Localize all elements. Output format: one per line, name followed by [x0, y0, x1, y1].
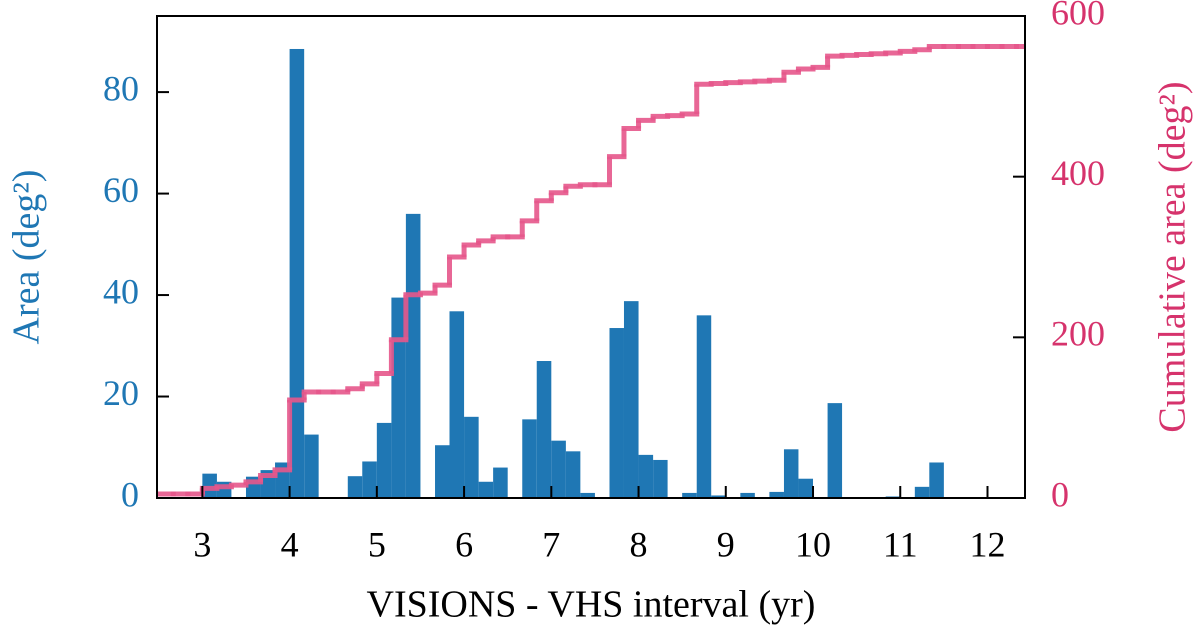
bar: [449, 311, 465, 498]
y-tick-label: 0: [121, 474, 139, 514]
bar: [289, 48, 305, 498]
y2-tick-label: 0: [1051, 474, 1069, 514]
bar: [580, 492, 595, 498]
bar: [405, 213, 421, 498]
bar: [376, 422, 392, 498]
y-tick-label: 60: [103, 170, 139, 210]
y2-tick-label: 400: [1051, 153, 1105, 193]
x-tick-label: 6: [455, 524, 473, 564]
bar: [304, 434, 319, 498]
bar: [711, 495, 726, 498]
plot-area: [157, 44, 1025, 498]
bar: [653, 459, 668, 498]
bar: [536, 361, 552, 498]
bar: [202, 473, 217, 498]
bar: [478, 481, 494, 498]
bar: [565, 451, 581, 498]
bar: [362, 461, 377, 498]
y-tick-label: 20: [103, 373, 139, 413]
bar: [696, 315, 712, 498]
bar: [551, 440, 566, 498]
x-tick-label: 3: [193, 524, 211, 564]
bar: [347, 476, 363, 498]
bar: [609, 328, 624, 498]
y-tick-label: 80: [103, 68, 139, 108]
x-tick-label: 10: [795, 524, 831, 564]
x-tick-label: 9: [717, 524, 735, 564]
x-tick-label: 8: [630, 524, 648, 564]
bar: [740, 492, 755, 498]
bar: [391, 297, 406, 498]
x-tick-label: 11: [883, 524, 918, 564]
bar: [914, 486, 930, 498]
bar: [623, 301, 639, 498]
y2-axis-label: Cumulative area (deg²): [1152, 81, 1194, 432]
x-tick-label: 4: [281, 524, 299, 564]
bar: [464, 416, 479, 498]
x-tick-label: 7: [542, 524, 560, 564]
x-tick-label: 5: [368, 524, 386, 564]
bar: [798, 478, 814, 498]
y2-tick-label: 600: [1051, 0, 1105, 32]
bar: [769, 491, 784, 498]
bar: [929, 462, 944, 498]
x-axis-label: VISIONS - VHS interval (yr): [367, 584, 816, 626]
bar: [522, 419, 537, 498]
bar: [638, 454, 654, 498]
bar: [682, 492, 697, 498]
frame: [156, 15, 1026, 499]
bar: [827, 403, 843, 498]
x-tick-label: 12: [969, 524, 1005, 564]
bar: [493, 467, 508, 498]
bar: [783, 449, 799, 498]
y-tick-label: 40: [103, 271, 139, 311]
y-axis-label: Area (deg²): [6, 170, 48, 345]
bar: [435, 445, 450, 498]
y2-tick-label: 200: [1051, 314, 1105, 354]
